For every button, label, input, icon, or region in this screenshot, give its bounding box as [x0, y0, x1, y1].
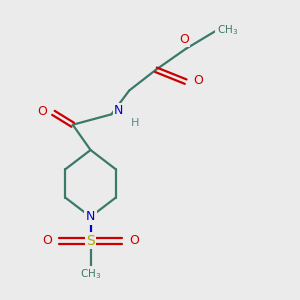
Text: O: O: [129, 234, 139, 247]
Text: O: O: [179, 33, 189, 46]
Text: H: H: [131, 118, 139, 128]
Text: CH$_3$: CH$_3$: [217, 23, 238, 37]
Text: N: N: [114, 104, 124, 117]
Text: CH$_3$: CH$_3$: [80, 267, 101, 281]
Text: S: S: [86, 234, 95, 248]
Text: O: O: [37, 105, 47, 118]
Text: O: O: [193, 74, 203, 87]
Text: N: N: [86, 210, 95, 224]
Text: O: O: [42, 234, 52, 247]
